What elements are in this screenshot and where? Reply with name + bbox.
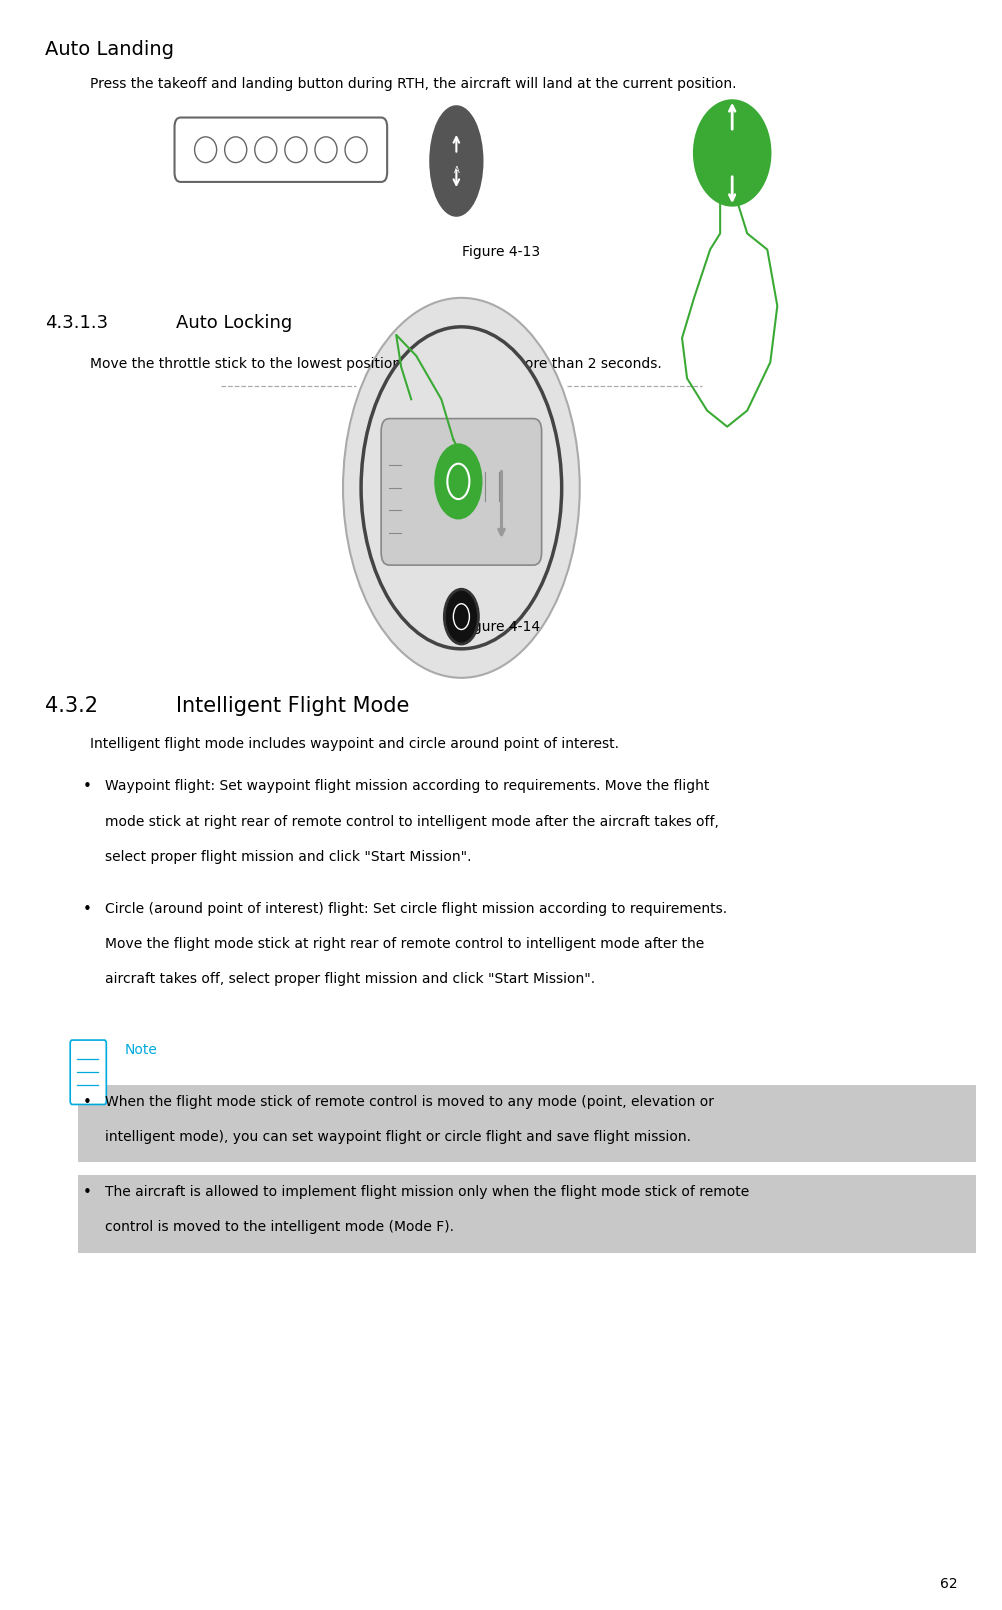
Text: Intelligent flight mode includes waypoint and circle around point of interest.: Intelligent flight mode includes waypoin… — [90, 737, 618, 752]
Circle shape — [343, 298, 579, 678]
Text: •: • — [83, 902, 92, 916]
Ellipse shape — [315, 137, 337, 163]
Ellipse shape — [255, 137, 277, 163]
Text: intelligent mode), you can set waypoint flight or circle flight and save flight : intelligent mode), you can set waypoint … — [105, 1130, 690, 1145]
FancyBboxPatch shape — [70, 1040, 106, 1104]
FancyBboxPatch shape — [78, 1085, 975, 1162]
Text: Move the flight mode stick at right rear of remote control to intelligent mode a: Move the flight mode stick at right rear… — [105, 937, 703, 952]
Text: 4.3.2: 4.3.2 — [45, 696, 98, 715]
Text: Move the throttle stick to the lowest position and keep it for more than 2 secon: Move the throttle stick to the lowest po… — [90, 357, 661, 372]
Text: Note: Note — [124, 1043, 157, 1058]
Ellipse shape — [285, 137, 307, 163]
FancyBboxPatch shape — [381, 419, 541, 565]
Text: Auto Locking: Auto Locking — [175, 314, 292, 332]
Text: Circle (around point of interest) flight: Set circle flight mission according to: Circle (around point of interest) flight… — [105, 902, 726, 916]
Ellipse shape — [194, 137, 216, 163]
Ellipse shape — [692, 100, 771, 206]
Text: •: • — [83, 1185, 92, 1199]
Text: A: A — [453, 166, 459, 175]
Text: •: • — [83, 1095, 92, 1109]
Circle shape — [447, 464, 469, 499]
Text: Throttle Stick: Throttle Stick — [413, 365, 509, 378]
Text: select proper flight mission and click "Start Mission".: select proper flight mission and click "… — [105, 850, 471, 865]
FancyBboxPatch shape — [174, 118, 387, 182]
Circle shape — [435, 444, 481, 518]
Text: 62: 62 — [939, 1576, 957, 1591]
Text: Press the takeoff and landing button during RTH, the aircraft will land at the c: Press the takeoff and landing button dur… — [90, 77, 736, 92]
FancyBboxPatch shape — [78, 1175, 975, 1253]
Text: •: • — [83, 779, 92, 794]
Text: 4.3.1.3: 4.3.1.3 — [45, 314, 108, 332]
Text: Figure 4-13: Figure 4-13 — [462, 245, 540, 259]
Text: Figure 4-14: Figure 4-14 — [462, 620, 540, 634]
Text: The aircraft is allowed to implement flight mission only when the flight mode st: The aircraft is allowed to implement fli… — [105, 1185, 748, 1199]
Ellipse shape — [345, 137, 367, 163]
Text: mode stick at right rear of remote control to intelligent mode after the aircraf: mode stick at right rear of remote contr… — [105, 815, 718, 829]
Text: control is moved to the intelligent mode (Mode F).: control is moved to the intelligent mode… — [105, 1220, 454, 1235]
Circle shape — [453, 604, 469, 630]
Circle shape — [361, 327, 561, 649]
Text: aircraft takes off, select proper flight mission and click "Start Mission".: aircraft takes off, select proper flight… — [105, 972, 595, 987]
Text: Waypoint flight: Set waypoint flight mission according to requirements. Move the: Waypoint flight: Set waypoint flight mis… — [105, 779, 709, 794]
Ellipse shape — [224, 137, 246, 163]
Text: When the flight mode stick of remote control is moved to any mode (point, elevat: When the flight mode stick of remote con… — [105, 1095, 713, 1109]
Circle shape — [444, 589, 478, 644]
Text: Auto Landing: Auto Landing — [45, 40, 174, 60]
Text: Intelligent Flight Mode: Intelligent Flight Mode — [175, 696, 409, 715]
Ellipse shape — [430, 106, 482, 216]
